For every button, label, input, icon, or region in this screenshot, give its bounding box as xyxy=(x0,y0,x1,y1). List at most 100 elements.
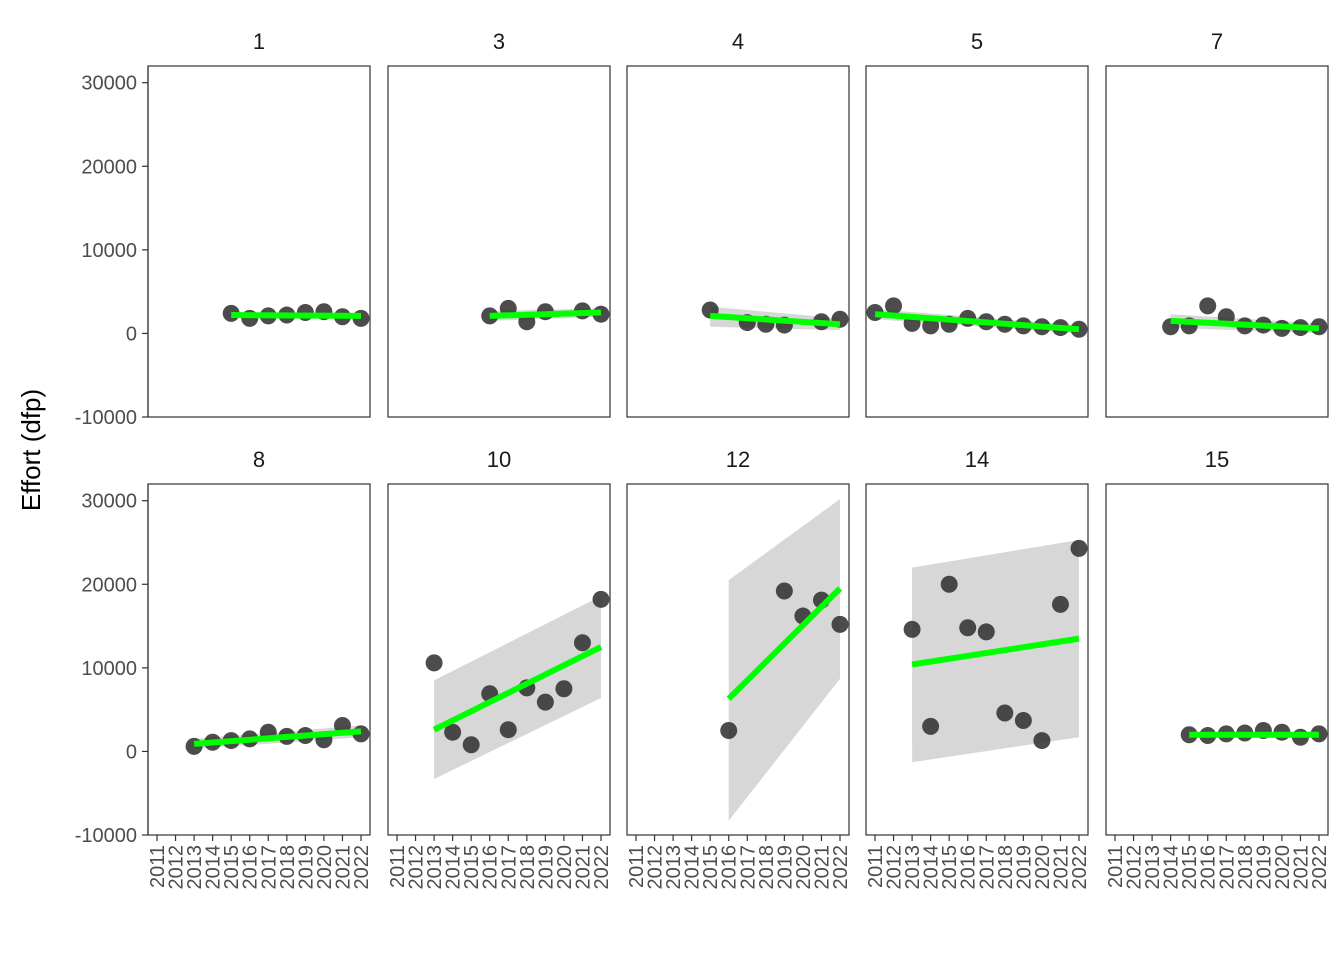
data-point xyxy=(959,619,977,637)
data-point xyxy=(775,582,793,600)
panel-border xyxy=(387,483,611,836)
x-tick-label: 2021 xyxy=(811,845,833,890)
x-tick-label: 2012 xyxy=(166,845,188,890)
panel-border xyxy=(1105,65,1329,418)
panel-border xyxy=(626,483,850,836)
data-point xyxy=(922,317,940,335)
data-point xyxy=(573,634,591,652)
x-tick-label: 2015 xyxy=(1179,845,1201,890)
data-point xyxy=(555,680,573,698)
x-tick-label: 2017 xyxy=(1216,845,1238,890)
x-tick-label: 2014 xyxy=(1161,845,1183,890)
x-tick-label: 2022 xyxy=(1309,845,1331,890)
x-tick-label: 2019 xyxy=(1013,845,1035,890)
data-point xyxy=(922,717,940,735)
panel-border xyxy=(865,65,1089,418)
fit-line xyxy=(489,309,602,319)
y-tick-label: 0 xyxy=(126,323,137,345)
x-tick-label: 2019 xyxy=(535,845,557,890)
panel-border xyxy=(387,65,611,418)
data-point xyxy=(425,654,443,672)
data-point xyxy=(1070,539,1088,557)
fit-line xyxy=(231,312,362,319)
x-tick-label: 2021 xyxy=(332,845,354,890)
data-point xyxy=(885,297,903,315)
x-tick-label: 2015 xyxy=(461,845,483,890)
x-tick-label: 2015 xyxy=(221,845,243,890)
facet-panel-15: 1520112012201320142015201620172018201920… xyxy=(1105,447,1331,890)
facet-panel-8: 8-10000010000200003000020112012201320142… xyxy=(75,447,373,890)
facet-panel-3: 3 xyxy=(387,29,611,418)
data-point xyxy=(977,623,995,641)
x-tick-label: 2015 xyxy=(700,845,722,890)
x-tick-label: 2017 xyxy=(498,845,520,890)
x-tick-label: 2022 xyxy=(1069,845,1091,890)
fit-line xyxy=(709,312,841,328)
x-tick-label: 2020 xyxy=(314,845,336,890)
x-tick-label: 2020 xyxy=(793,845,815,890)
data-point xyxy=(940,575,958,593)
y-tick-label: 30000 xyxy=(81,491,137,513)
x-tick-label: 2022 xyxy=(830,845,852,890)
facet-panel-12: 1220112012201320142015201620172018201920… xyxy=(626,447,852,890)
data-point xyxy=(996,704,1014,722)
fit-line xyxy=(874,311,1080,333)
panel-background xyxy=(148,66,370,417)
x-tick-label: 2015 xyxy=(939,845,961,890)
x-tick-label: 2012 xyxy=(406,845,428,890)
facet-strip-label: 12 xyxy=(726,447,750,472)
y-tick-label: 10000 xyxy=(81,658,137,680)
x-tick-label: 2019 xyxy=(774,845,796,890)
x-tick-label: 2014 xyxy=(443,845,465,890)
x-tick-label: 2011 xyxy=(147,845,169,888)
x-tick-label: 2011 xyxy=(387,845,409,888)
fit-line xyxy=(726,586,843,701)
facet-strip-label: 7 xyxy=(1211,29,1223,54)
x-tick-label: 2016 xyxy=(1198,845,1220,890)
x-tick-label: 2016 xyxy=(719,845,741,890)
x-tick-label: 2021 xyxy=(572,845,594,890)
panel-background xyxy=(388,66,610,417)
x-tick-label: 2018 xyxy=(995,845,1017,890)
facet-strip-label: 8 xyxy=(253,447,265,472)
panel-background xyxy=(1106,66,1328,417)
x-tick-label: 2011 xyxy=(1105,845,1127,888)
facet-strip-label: 1 xyxy=(253,29,265,54)
facet-strip-label: 14 xyxy=(965,447,989,472)
data-point xyxy=(536,693,554,711)
x-tick-label: 2014 xyxy=(921,845,943,890)
panel-border xyxy=(1105,483,1329,836)
y-tick-label: 30000 xyxy=(81,73,137,95)
data-point xyxy=(903,620,921,638)
x-tick-label: 2017 xyxy=(737,845,759,890)
x-tick-label: 2013 xyxy=(184,845,206,890)
fit-line xyxy=(193,728,362,747)
x-tick-label: 2016 xyxy=(480,845,502,890)
x-tick-label: 2020 xyxy=(554,845,576,890)
facet-strip-label: 5 xyxy=(971,29,983,54)
data-point xyxy=(1033,732,1051,750)
data-point xyxy=(720,722,738,740)
x-tick-label: 2020 xyxy=(1032,845,1054,890)
fit-line xyxy=(1170,317,1320,332)
data-point xyxy=(1199,297,1217,315)
x-tick-label: 2019 xyxy=(295,845,317,890)
fit-line xyxy=(911,635,1080,668)
data-point xyxy=(592,590,610,608)
facet-panel-14: 1420112012201320142015201620172018201920… xyxy=(865,447,1091,890)
x-tick-label: 2016 xyxy=(240,845,262,890)
facet-panel-7: 7 xyxy=(1105,29,1329,418)
y-tick-label: -10000 xyxy=(75,825,137,847)
x-tick-label: 2013 xyxy=(424,845,446,890)
x-tick-label: 2017 xyxy=(976,845,998,890)
x-tick-label: 2011 xyxy=(626,845,648,888)
data-point xyxy=(1014,712,1032,730)
panel-background xyxy=(866,66,1088,417)
x-tick-label: 2021 xyxy=(1050,845,1072,890)
x-tick-label: 2016 xyxy=(958,845,980,890)
facet-strip-label: 15 xyxy=(1205,447,1229,472)
x-tick-label: 2018 xyxy=(277,845,299,890)
x-tick-label: 2013 xyxy=(902,845,924,890)
data-point xyxy=(831,615,849,633)
